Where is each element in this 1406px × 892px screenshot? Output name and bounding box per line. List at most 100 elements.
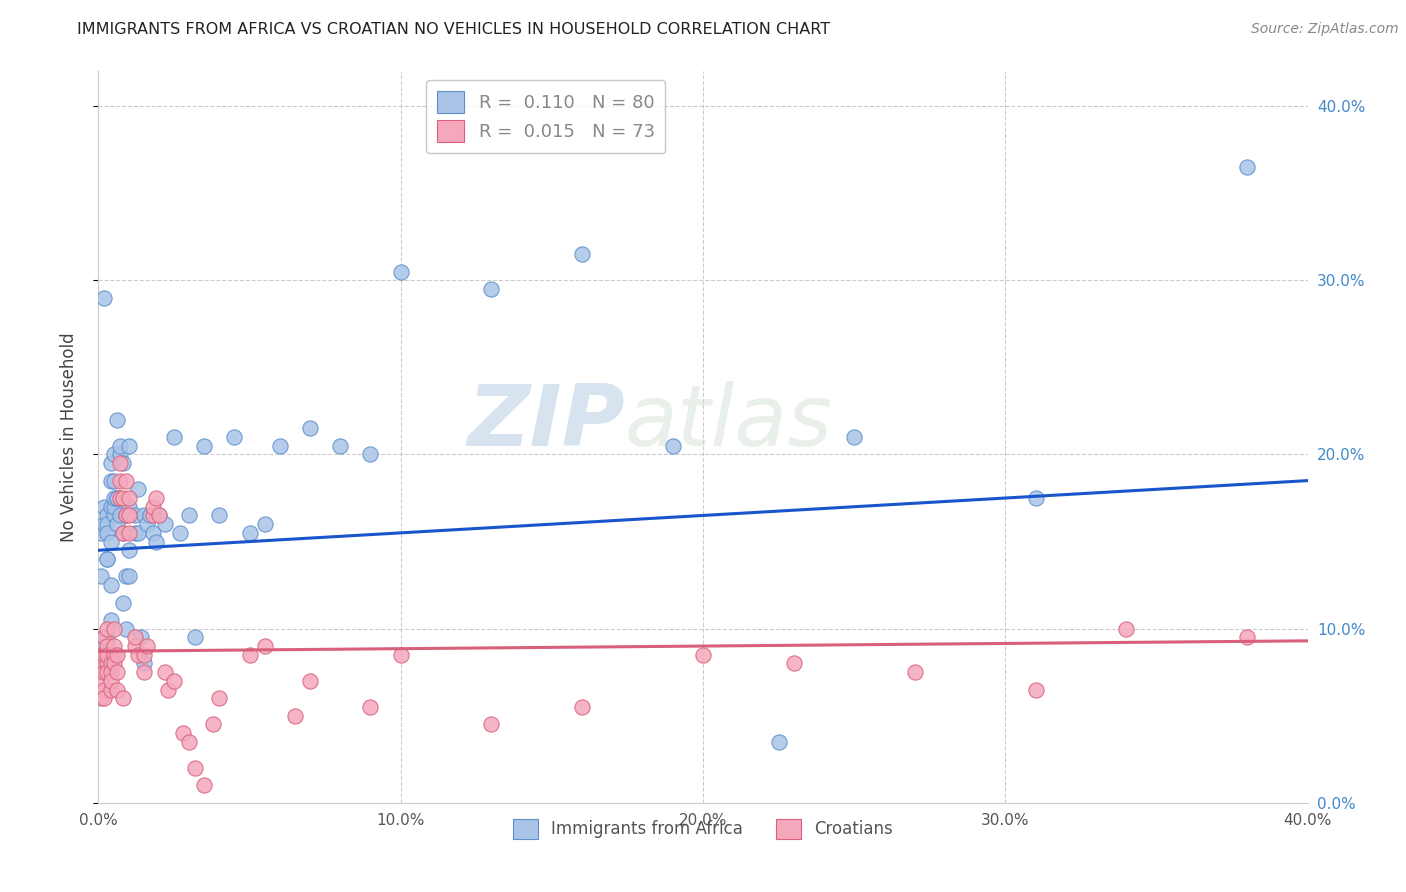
Point bbox=[142, 525, 165, 540]
Point bbox=[132, 657, 155, 671]
Point bbox=[118, 525, 141, 540]
Point bbox=[100, 648, 122, 662]
Point bbox=[389, 648, 412, 662]
Point bbox=[127, 648, 149, 662]
Point bbox=[360, 448, 382, 462]
Point bbox=[96, 665, 118, 680]
Point bbox=[571, 247, 593, 261]
Point bbox=[96, 639, 118, 653]
Point bbox=[299, 421, 322, 435]
Point bbox=[103, 508, 125, 523]
Point bbox=[100, 673, 122, 688]
Point bbox=[481, 282, 503, 296]
Point bbox=[93, 631, 115, 645]
Point bbox=[208, 691, 231, 706]
Point bbox=[148, 508, 170, 523]
Point bbox=[360, 700, 382, 714]
Point bbox=[1024, 682, 1046, 697]
Point bbox=[100, 665, 122, 680]
Point bbox=[100, 613, 122, 627]
Point bbox=[184, 631, 207, 645]
Point bbox=[100, 534, 122, 549]
Point bbox=[139, 508, 162, 523]
Point bbox=[105, 665, 128, 680]
Point bbox=[96, 648, 118, 662]
Point bbox=[202, 717, 225, 731]
Point bbox=[111, 491, 134, 505]
Point bbox=[90, 639, 112, 653]
Point bbox=[105, 491, 128, 505]
Point bbox=[100, 657, 122, 671]
Point bbox=[93, 691, 115, 706]
Text: Source: ZipAtlas.com: Source: ZipAtlas.com bbox=[1251, 22, 1399, 37]
Point bbox=[103, 648, 125, 662]
Point bbox=[768, 735, 790, 749]
Point bbox=[661, 439, 683, 453]
Point bbox=[844, 430, 866, 444]
Point bbox=[114, 474, 136, 488]
Point bbox=[114, 508, 136, 523]
Point bbox=[90, 525, 112, 540]
Point bbox=[105, 517, 128, 532]
Y-axis label: No Vehicles in Household: No Vehicles in Household bbox=[59, 332, 77, 542]
Point bbox=[93, 657, 115, 671]
Point bbox=[90, 648, 112, 662]
Point bbox=[389, 265, 412, 279]
Point bbox=[96, 552, 118, 566]
Point bbox=[1115, 622, 1137, 636]
Point bbox=[172, 726, 194, 740]
Point bbox=[127, 483, 149, 497]
Point bbox=[135, 517, 157, 532]
Point bbox=[108, 491, 131, 505]
Point bbox=[132, 665, 155, 680]
Point bbox=[239, 525, 262, 540]
Point bbox=[148, 508, 170, 523]
Point bbox=[105, 648, 128, 662]
Point bbox=[284, 708, 307, 723]
Point bbox=[108, 508, 131, 523]
Point bbox=[103, 639, 125, 653]
Point bbox=[96, 552, 118, 566]
Point bbox=[118, 569, 141, 583]
Point bbox=[124, 508, 146, 523]
Point bbox=[145, 491, 167, 505]
Point bbox=[93, 682, 115, 697]
Point bbox=[208, 508, 231, 523]
Point bbox=[179, 735, 201, 749]
Point bbox=[692, 648, 714, 662]
Point bbox=[108, 474, 131, 488]
Point bbox=[114, 569, 136, 583]
Point bbox=[105, 412, 128, 426]
Point bbox=[108, 456, 131, 470]
Point bbox=[169, 525, 191, 540]
Point bbox=[124, 639, 146, 653]
Point bbox=[224, 430, 246, 444]
Point bbox=[96, 631, 118, 645]
Point bbox=[93, 648, 115, 662]
Point bbox=[90, 691, 112, 706]
Point bbox=[111, 456, 134, 470]
Point bbox=[253, 639, 276, 653]
Point bbox=[783, 657, 806, 671]
Point bbox=[571, 700, 593, 714]
Point bbox=[96, 525, 118, 540]
Point bbox=[118, 500, 141, 514]
Point bbox=[90, 665, 112, 680]
Point bbox=[184, 761, 207, 775]
Point bbox=[299, 673, 322, 688]
Point bbox=[118, 543, 141, 558]
Point bbox=[153, 665, 176, 680]
Point bbox=[100, 456, 122, 470]
Point bbox=[90, 569, 112, 583]
Point bbox=[105, 682, 128, 697]
Point bbox=[103, 657, 125, 671]
Text: IMMIGRANTS FROM AFRICA VS CROATIAN NO VEHICLES IN HOUSEHOLD CORRELATION CHART: IMMIGRANTS FROM AFRICA VS CROATIAN NO VE… bbox=[77, 22, 831, 37]
Point bbox=[114, 622, 136, 636]
Point bbox=[156, 682, 179, 697]
Point bbox=[103, 448, 125, 462]
Point bbox=[93, 291, 115, 305]
Point bbox=[142, 508, 165, 523]
Point bbox=[96, 508, 118, 523]
Point bbox=[269, 439, 291, 453]
Point bbox=[111, 525, 134, 540]
